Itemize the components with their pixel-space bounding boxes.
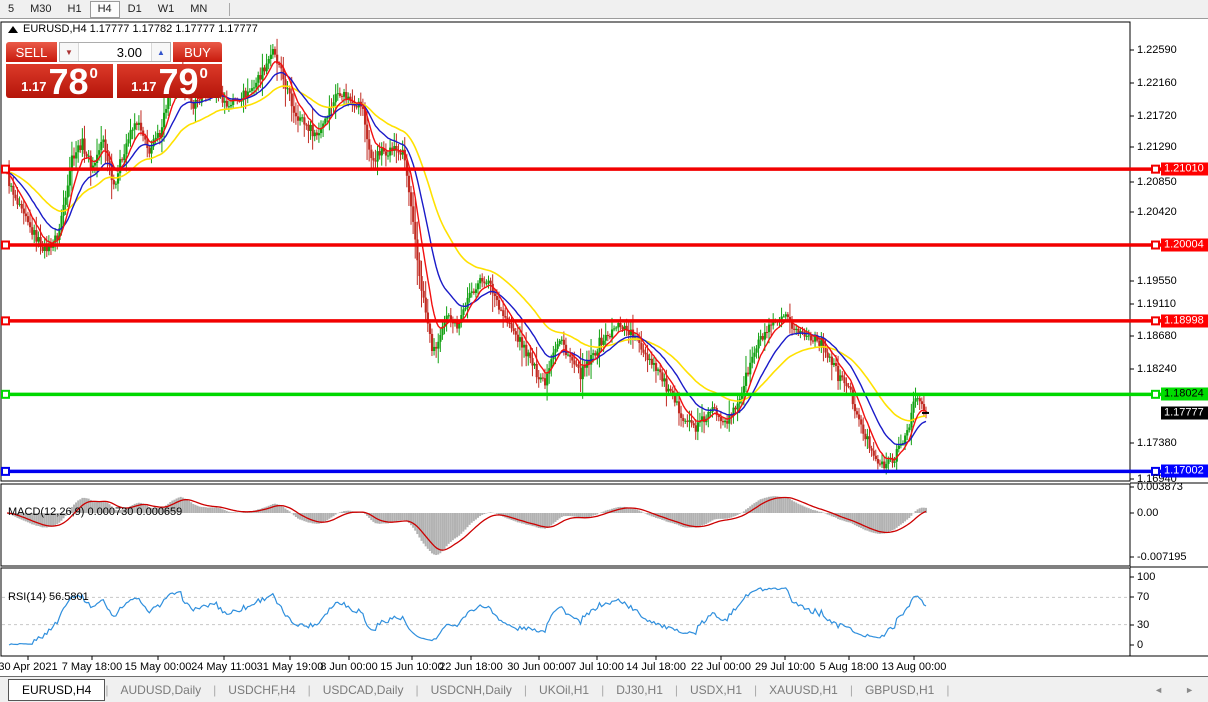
rsi-line (8, 587, 927, 646)
candlesticks (6, 38, 928, 475)
hline-handle[interactable] (1151, 164, 1160, 174)
pane-borders (0, 21, 1208, 657)
ma-fast (6, 61, 927, 461)
ask-big-digits: 79 (158, 61, 199, 103)
bid-pip-digit: 0 (89, 65, 98, 82)
chart-tab-USDX[interactable]: USDX,H1 (690, 682, 743, 697)
ma-slow (6, 85, 927, 422)
hline-handle[interactable] (1, 240, 10, 250)
macd-histogram (8, 496, 927, 556)
tab-separator: | (946, 682, 950, 697)
timeframe-button-M30[interactable]: M30 (30, 3, 52, 15)
tab-scroll-left-icon[interactable]: ◄ (1154, 685, 1164, 695)
chart-tab-bar: EURUSD,H4 | AUDUSD,Daily | USDCHF,H4 | USDCAD,… (0, 676, 1208, 702)
chart-tab-XAUUSD[interactable]: XAUUSD,H1 (769, 682, 838, 697)
timeframe-button-H4[interactable]: H4 (89, 0, 120, 18)
chart-window: EURUSD,H4 1.17777 1.17782 1.17777 1.1777… (0, 20, 1208, 676)
hline-handle[interactable] (1151, 240, 1160, 250)
timeframe-button-MN[interactable]: MN (190, 3, 208, 15)
ask-price-display[interactable]: 1.17 79 0 (117, 61, 222, 103)
tab-scroll-arrows: ◄ ► (1154, 677, 1194, 702)
buy-button[interactable]: BUY (173, 42, 222, 62)
horizontal-lines (1, 164, 1161, 476)
hline-handle[interactable] (1151, 316, 1160, 326)
hline-handle[interactable] (1, 389, 10, 399)
sell-button[interactable]: SELL (6, 42, 57, 62)
chart-tab-GBPUSD[interactable]: GBPUSD,H1 (864, 682, 935, 697)
hline-handle[interactable] (1, 466, 10, 476)
hline-handle[interactable] (1, 164, 10, 174)
chart-tab-DJ30[interactable]: DJ30,H1 (616, 682, 663, 697)
tab-separator: | (307, 682, 311, 697)
chart-tab-USDCHF[interactable]: USDCHF,H4 (228, 682, 296, 697)
bid-price-display[interactable]: 1.17 78 0 (6, 61, 113, 103)
timeframe-button-5[interactable]: 5 (8, 3, 15, 15)
ma-mid (6, 71, 927, 446)
one-click-trading-widget: SELL ▼ ▲ BUY 1.17 78 0 1.17 79 0 (6, 42, 222, 103)
ma-lines (6, 61, 927, 461)
chart-tab-USDCNH[interactable]: USDCNH,Daily (430, 682, 512, 697)
chart-tab-UKOil[interactable]: UKOil,H1 (539, 682, 590, 697)
chart-tab-AUDUSD[interactable]: AUDUSD,Daily (120, 682, 202, 697)
volume-spinner: ▼ ▲ (59, 42, 171, 62)
hline-handle[interactable] (1151, 389, 1160, 399)
tab-separator: | (601, 682, 605, 697)
ask-pip-digit: 0 (199, 65, 208, 82)
ask-prefix: 1.17 (131, 79, 157, 94)
tab-separator: | (523, 682, 528, 697)
volume-decrease-icon[interactable]: ▼ (60, 43, 79, 61)
tab-separator: | (105, 682, 109, 697)
bid-big-digits: 78 (48, 61, 89, 103)
volume-increase-icon[interactable]: ▲ (151, 43, 170, 61)
axis-tick-marks (27, 49, 1134, 660)
tab-separator: | (415, 682, 419, 697)
hline-handle[interactable] (1151, 466, 1160, 476)
chart-tab-EURUSD[interactable]: EURUSD,H4 (8, 678, 106, 701)
hline-handle[interactable] (1, 316, 10, 326)
timeframe-button-H1[interactable]: H1 (67, 3, 82, 15)
chart-tab-USDCAD[interactable]: USDCAD,Daily (322, 682, 404, 697)
macd-signal-line (6, 496, 927, 551)
tab-scroll-right-icon[interactable]: ► (1185, 685, 1194, 695)
timeframe-button-W1[interactable]: W1 (157, 3, 175, 15)
toolbar-separator (229, 2, 231, 16)
tab-separator: | (754, 682, 758, 697)
tab-separator: | (674, 682, 678, 697)
timeframe-button-D1[interactable]: D1 (127, 3, 142, 15)
bid-prefix: 1.17 (21, 79, 47, 94)
volume-input[interactable] (79, 43, 151, 61)
tab-separator: | (849, 682, 853, 697)
timeframe-toolbar: 5 M30 H1 H4 D1 W1 MN (0, 0, 1208, 19)
chart-canvas (0, 21, 1208, 660)
tab-separator: | (213, 682, 217, 697)
